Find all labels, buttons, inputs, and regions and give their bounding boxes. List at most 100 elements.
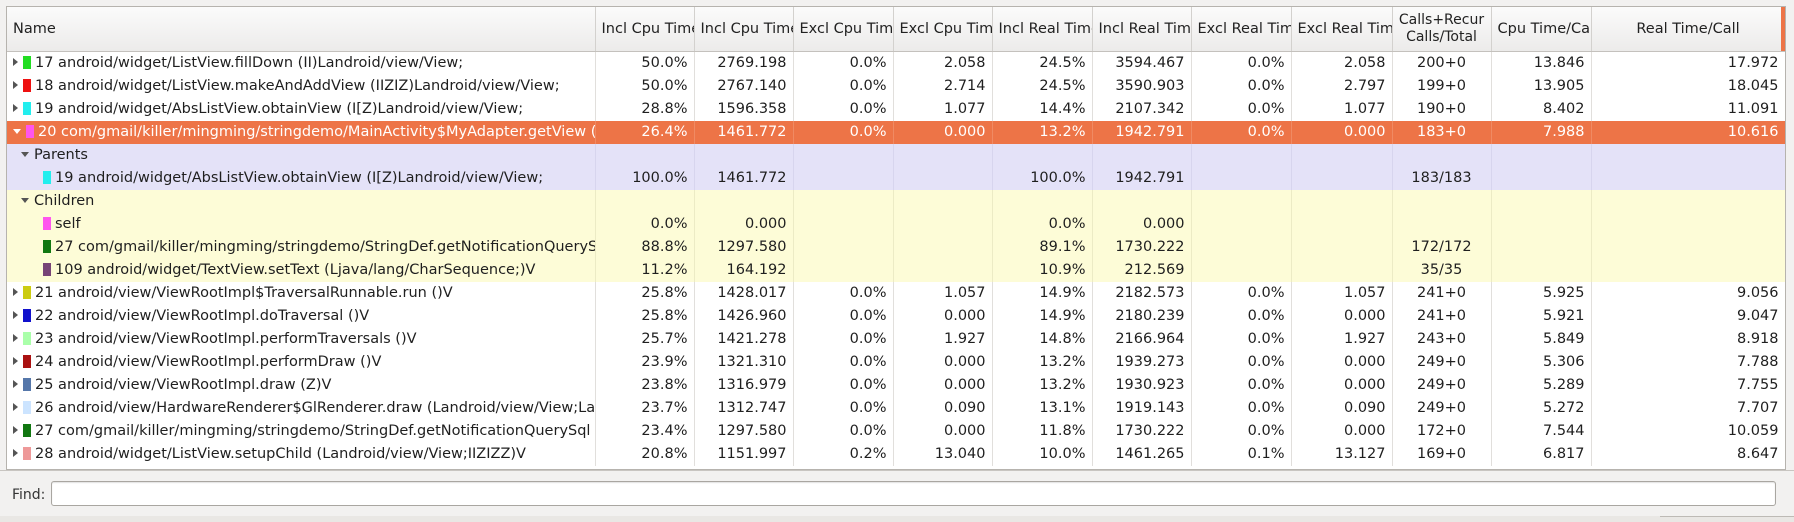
expand-arrow-icon[interactable]	[13, 311, 18, 319]
table-row[interactable]: 27 com/gmail/killer/mingming/stringdemo/…	[7, 420, 1785, 443]
parent-row[interactable]: 19 android/widget/AbsListView.obtainView…	[7, 167, 1785, 190]
metric-cell: 2182.573	[1092, 282, 1192, 305]
table-row[interactable]: 21 android/view/ViewRootImpl$TraversalRu…	[7, 282, 1785, 305]
metric-cell: 1.077	[893, 98, 993, 121]
find-label: Find:	[12, 487, 46, 503]
method-name-cell[interactable]: 18 android/widget/ListView.makeAndAddVie…	[7, 75, 596, 98]
metric-cell: 10.0%	[992, 443, 1093, 466]
table-row[interactable]: 24 android/view/ViewRootImpl.performDraw…	[7, 351, 1785, 374]
metric-cell	[1191, 213, 1292, 236]
method-name-cell[interactable]: 25 android/view/ViewRootImpl.draw (Z)V	[7, 374, 596, 397]
method-name-cell[interactable]: 24 android/view/ViewRootImpl.performDraw…	[7, 351, 596, 374]
column-header-6[interactable]: Incl Real Time	[1092, 7, 1192, 52]
collapse-arrow-icon[interactable]	[13, 128, 21, 134]
metric-cell	[1591, 213, 1785, 236]
column-header-9[interactable]: Calls+Recur Calls/Total	[1392, 7, 1492, 52]
column-header-11[interactable]: Real Time/Call	[1591, 7, 1785, 52]
metric-cell	[1491, 259, 1592, 282]
expand-arrow-icon[interactable]	[13, 380, 18, 388]
method-name-cell[interactable]: Parents	[7, 144, 596, 167]
metric-cell	[1291, 213, 1393, 236]
method-name-cell[interactable]: 21 android/view/ViewRootImpl$TraversalRu…	[7, 282, 596, 305]
table-row[interactable]: 26 android/view/HardwareRenderer$GlRende…	[7, 397, 1785, 420]
child-row[interactable]: 109 android/widget/TextView.setText (Lja…	[7, 259, 1785, 282]
table-row[interactable]: 18 android/widget/ListView.makeAndAddVie…	[7, 75, 1785, 98]
column-header-8[interactable]: Excl Real Time	[1291, 7, 1393, 52]
column-header-name[interactable]: Name	[7, 7, 596, 52]
method-name-cell[interactable]: 27 com/gmail/killer/mingming/stringdemo/…	[7, 420, 596, 443]
children-group-row[interactable]: Children	[7, 190, 1785, 213]
parents-group-row[interactable]: Parents	[7, 144, 1785, 167]
method-name-cell[interactable]: 27 com/gmail/killer/mingming/stringdemo/…	[7, 236, 596, 259]
metric-cell	[595, 144, 695, 167]
method-name-cell[interactable]: 17 android/widget/ListView.fillDown (II)…	[7, 51, 596, 75]
table-row[interactable]: 28 android/widget/ListView.setupChild (L…	[7, 443, 1785, 466]
expand-arrow-icon[interactable]	[13, 449, 18, 457]
column-header-7[interactable]: Excl Real Time	[1191, 7, 1292, 52]
table-row[interactable]: 25 android/view/ViewRootImpl.draw (Z)V 23…	[7, 374, 1785, 397]
collapse-arrow-icon[interactable]	[21, 197, 29, 203]
method-name-label: 17 android/widget/ListView.fillDown (II)…	[35, 55, 464, 71]
find-input[interactable]	[51, 481, 1776, 506]
child-row[interactable]: 27 com/gmail/killer/mingming/stringdemo/…	[7, 236, 1785, 259]
metric-cell: 24.5%	[992, 75, 1093, 98]
table-row[interactable]: 19 android/widget/AbsListView.obtainView…	[7, 98, 1785, 121]
metric-cell: 0.000	[893, 420, 993, 443]
metric-cell: 5.289	[1491, 374, 1592, 397]
metric-cell: 1942.791	[1092, 167, 1192, 190]
method-name-cell[interactable]: Children	[7, 190, 596, 213]
table-row[interactable]: 23 android/view/ViewRootImpl.performTrav…	[7, 328, 1785, 351]
method-name-label: 28 android/widget/ListView.setupChild (L…	[35, 446, 526, 462]
metric-cell: 13.040	[893, 443, 993, 466]
metric-cell: 5.849	[1491, 328, 1592, 351]
method-name-cell[interactable]: 19 android/widget/AbsListView.obtainView…	[7, 98, 596, 121]
method-name-cell[interactable]: 26 android/view/HardwareRenderer$GlRende…	[7, 397, 596, 420]
child-row[interactable]: self 0.0% 0.000 0.0% 0.000	[7, 213, 1785, 236]
metric-cell: 8.918	[1591, 328, 1785, 351]
method-name-cell[interactable]: 23 android/view/ViewRootImpl.performTrav…	[7, 328, 596, 351]
column-header-1[interactable]: Incl Cpu Time	[595, 7, 695, 52]
method-name-cell[interactable]: self	[7, 213, 596, 236]
metric-cell: 5.921	[1491, 305, 1592, 328]
collapse-arrow-icon[interactable]	[21, 151, 29, 157]
metric-cell: 1.927	[893, 328, 993, 351]
method-name-label: Children	[34, 193, 95, 209]
method-name-cell[interactable]: 20 com/gmail/killer/mingming/stringdemo/…	[7, 121, 596, 144]
metric-cell: 0.0%	[1191, 121, 1292, 144]
method-name-label: 19 android/widget/AbsListView.obtainView…	[35, 101, 524, 117]
expand-arrow-icon[interactable]	[13, 81, 18, 89]
expand-arrow-icon[interactable]	[13, 426, 18, 434]
expand-arrow-icon[interactable]	[13, 104, 18, 112]
expand-arrow-icon[interactable]	[13, 288, 18, 296]
method-name-cell[interactable]: 19 android/widget/AbsListView.obtainView…	[7, 167, 596, 190]
expand-arrow-icon[interactable]	[13, 58, 18, 66]
method-name-cell[interactable]: 28 android/widget/ListView.setupChild (L…	[7, 443, 596, 466]
table-row[interactable]: 17 android/widget/ListView.fillDown (II)…	[7, 51, 1785, 75]
metric-cell	[1392, 144, 1492, 167]
metric-cell: 172/172	[1392, 236, 1492, 259]
metric-cell	[1591, 190, 1785, 213]
table-row-selected[interactable]: 20 com/gmail/killer/mingming/stringdemo/…	[7, 121, 1785, 144]
method-name-cell[interactable]: 109 android/widget/TextView.setText (Lja…	[7, 259, 596, 282]
method-name-cell[interactable]: 22 android/view/ViewRootImpl.doTraversal…	[7, 305, 596, 328]
metric-cell	[1491, 167, 1592, 190]
profile-table-container[interactable]: Name Incl Cpu Time Incl Cpu Time Excl Cpu T…	[6, 6, 1786, 470]
column-header-4[interactable]: Excl Cpu Time	[893, 7, 993, 52]
expand-arrow-icon[interactable]	[13, 357, 18, 365]
column-header-2[interactable]: Incl Cpu Time	[694, 7, 794, 52]
column-header-5[interactable]: Incl Real Time	[992, 7, 1093, 52]
expand-arrow-icon[interactable]	[13, 334, 18, 342]
metric-cell	[1291, 144, 1393, 167]
metric-cell: 23.9%	[595, 351, 695, 374]
metric-cell: 11.8%	[992, 420, 1093, 443]
metric-cell: 1151.997	[694, 443, 794, 466]
method-name-label: 19 android/widget/AbsListView.obtainView…	[55, 170, 544, 186]
table-row[interactable]: 22 android/view/ViewRootImpl.doTraversal…	[7, 305, 1785, 328]
column-header-3[interactable]: Excl Cpu Time	[793, 7, 894, 52]
metric-cell: 23.8%	[595, 374, 695, 397]
metric-cell	[1191, 236, 1292, 259]
expand-arrow-icon[interactable]	[13, 403, 18, 411]
metric-cell	[1491, 190, 1592, 213]
column-header-10[interactable]: Cpu Time/Call	[1491, 7, 1592, 52]
method-color-swatch	[43, 216, 51, 230]
